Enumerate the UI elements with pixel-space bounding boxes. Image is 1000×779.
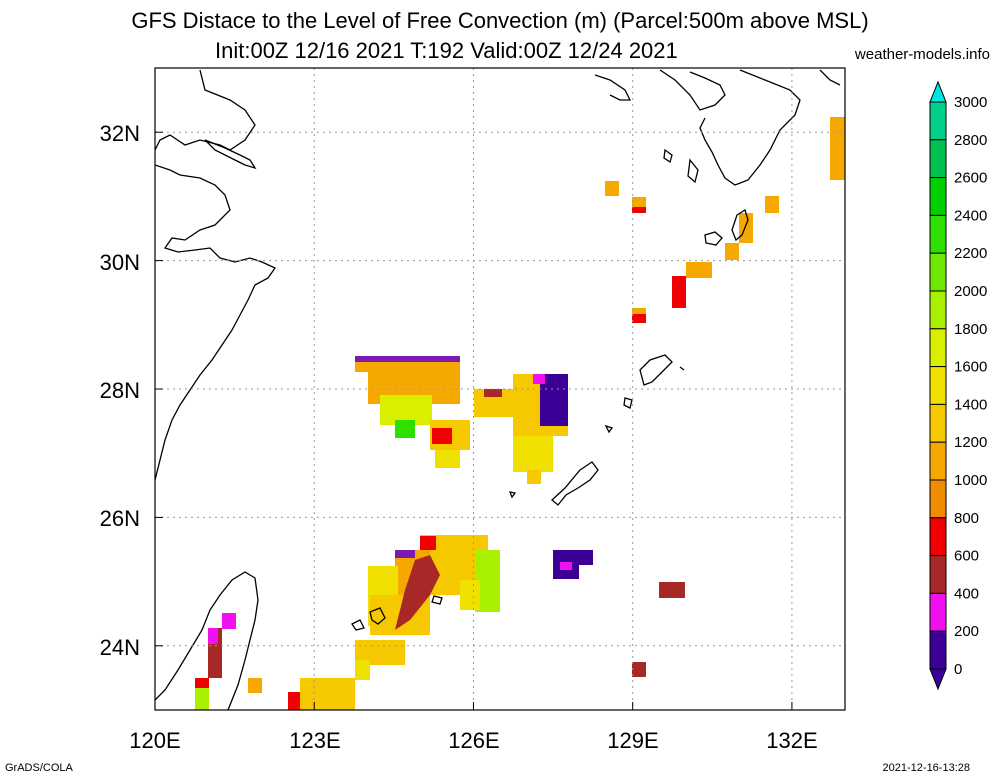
colorbar-label: 2400 bbox=[954, 207, 987, 224]
colorbar-label: 800 bbox=[954, 510, 979, 527]
colorbar-label: 1200 bbox=[954, 434, 987, 451]
colorbar-label: 2800 bbox=[954, 132, 987, 149]
colorbar-swatch bbox=[929, 555, 947, 594]
colorbar-swatch bbox=[929, 214, 947, 254]
colorbar-min-arrow bbox=[929, 668, 947, 691]
colorbar-swatch bbox=[929, 517, 947, 557]
lon-label: 120E bbox=[129, 728, 180, 753]
lat-label: 28N bbox=[100, 378, 140, 403]
colorbar-label: 2200 bbox=[954, 245, 987, 262]
lon-label: 126E bbox=[448, 728, 499, 753]
colorbar-label: 200 bbox=[954, 623, 979, 640]
colorbar-label: 3000 bbox=[954, 94, 987, 111]
lon-axis: 120E 123E 126E 129E 132E bbox=[129, 728, 817, 753]
render-timestamp: 2021-12-16-13:28 bbox=[882, 762, 970, 774]
coastline bbox=[155, 69, 841, 710]
lon-label: 129E bbox=[607, 728, 658, 753]
site-credit: weather-models.info bbox=[854, 46, 990, 63]
colorbar-swatch bbox=[929, 328, 947, 368]
lat-axis: 32N 30N 28N 26N 24N bbox=[100, 121, 140, 660]
colorbar-swatch bbox=[929, 177, 947, 216]
colorbar-label: 0 bbox=[954, 661, 962, 678]
lat-label: 30N bbox=[100, 250, 140, 275]
colorbar-label: 1600 bbox=[954, 359, 987, 376]
chart-title: GFS Distace to the Level of Free Convect… bbox=[131, 8, 869, 33]
colorbar-swatch bbox=[929, 366, 947, 405]
colorbar-label: 600 bbox=[954, 548, 979, 565]
lon-label: 123E bbox=[289, 728, 340, 753]
colorbar-swatch bbox=[929, 479, 947, 519]
lat-label: 32N bbox=[100, 121, 140, 146]
graticule bbox=[155, 68, 845, 710]
colorbar-swatch bbox=[929, 252, 947, 292]
colorbar-swatch bbox=[929, 101, 947, 141]
colorbar-label: 1000 bbox=[954, 472, 987, 489]
colorbar-max-arrow bbox=[929, 80, 947, 103]
colorbar-swatch bbox=[929, 441, 947, 481]
colorbar-label: 2600 bbox=[954, 170, 987, 187]
lon-label: 132E bbox=[766, 728, 817, 753]
colorbar-swatch bbox=[929, 403, 947, 443]
lat-label: 24N bbox=[100, 635, 140, 660]
colorbar-label: 1800 bbox=[954, 321, 987, 338]
software-credit: GrADS/COLA bbox=[5, 762, 73, 774]
colorbar: 3000280026002400220020001800160014001200… bbox=[929, 80, 987, 691]
chart-subtitle: Init:00Z 12/16 2021 T:192 Valid:00Z 12/2… bbox=[215, 38, 678, 63]
lfc-field bbox=[195, 117, 845, 710]
colorbar-label: 2000 bbox=[954, 283, 987, 300]
colorbar-swatch bbox=[929, 630, 947, 670]
colorbar-swatch bbox=[929, 139, 947, 179]
colorbar-swatch bbox=[929, 592, 947, 632]
colorbar-label: 1400 bbox=[954, 396, 987, 413]
colorbar-label: 400 bbox=[954, 585, 979, 602]
colorbar-swatch bbox=[929, 290, 947, 330]
lat-label: 26N bbox=[100, 506, 140, 531]
